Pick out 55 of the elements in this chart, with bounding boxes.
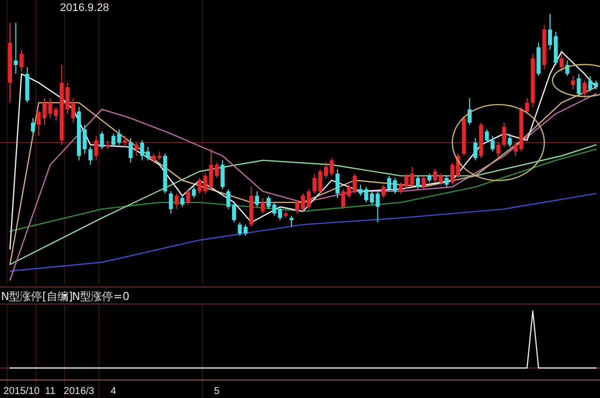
candlestick [174, 193, 179, 210]
candlestick [422, 175, 426, 190]
candlestick [335, 168, 340, 198]
candlestick [290, 215, 294, 228]
candlestick [484, 128, 489, 144]
candlestick [582, 80, 586, 99]
candlestick [438, 173, 443, 186]
candlestick [192, 186, 196, 198]
candlestick [433, 168, 438, 183]
candlestick [36, 111, 41, 136]
candlestick [571, 76, 576, 90]
candlestick [88, 146, 92, 166]
candlestick [128, 138, 133, 164]
candlestick [94, 135, 98, 161]
candlestick [214, 162, 219, 179]
candlestick [387, 175, 392, 192]
chart-title: N型涨停[自编] [1, 290, 73, 303]
candlestick [473, 138, 478, 161]
candlestick [548, 14, 552, 50]
chart-title: 2016.9.28 [60, 2, 109, 14]
candlestick [508, 133, 512, 148]
candlestick [140, 140, 144, 161]
candlestick [134, 142, 138, 156]
candlestick [198, 178, 202, 194]
candlestick [490, 135, 495, 152]
x-tick-label: 2015/10 [3, 386, 40, 397]
candlestick [381, 184, 386, 198]
candlestick [186, 188, 190, 206]
candlestick [560, 53, 564, 72]
candlestick [266, 195, 271, 210]
candlestick [398, 182, 403, 194]
x-tick-label: 5 [214, 386, 220, 397]
candlestick [392, 178, 397, 194]
candlestick [502, 122, 506, 148]
candlestick [341, 188, 346, 210]
candlestick [260, 197, 265, 214]
x-tick-label: 2016/3 [64, 386, 95, 397]
candlestick [122, 135, 127, 148]
candlestick [100, 130, 104, 150]
candlestick [301, 193, 305, 212]
candlestick [416, 175, 420, 190]
x-tick-label: 4 [110, 386, 117, 397]
candlestick [496, 142, 500, 159]
candlestick [514, 142, 518, 156]
candlestick [168, 190, 173, 214]
chart-subtitle: N型涨停=0 [72, 290, 130, 303]
candlestick [255, 190, 260, 208]
candlestick [576, 73, 581, 97]
candlestick [220, 160, 225, 190]
x-tick-label: 11 [45, 386, 56, 397]
candlestick [146, 146, 150, 161]
candlestick [30, 118, 35, 134]
candlestick [20, 48, 24, 72]
candlestick [180, 195, 184, 208]
candlestick [444, 175, 449, 188]
